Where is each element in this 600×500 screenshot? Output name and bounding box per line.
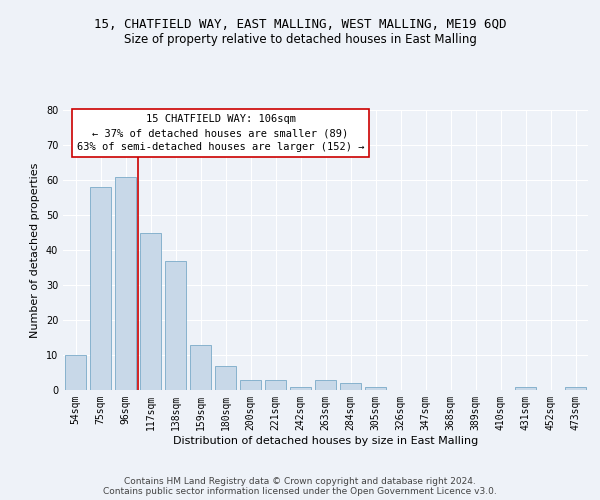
Bar xyxy=(265,380,286,390)
Bar xyxy=(190,344,211,390)
Y-axis label: Number of detached properties: Number of detached properties xyxy=(30,162,40,338)
Bar xyxy=(315,380,336,390)
Bar xyxy=(115,176,136,390)
Bar xyxy=(165,260,186,390)
Text: Contains public sector information licensed under the Open Government Licence v3: Contains public sector information licen… xyxy=(103,487,497,496)
Bar xyxy=(65,355,86,390)
Text: Contains HM Land Registry data © Crown copyright and database right 2024.: Contains HM Land Registry data © Crown c… xyxy=(124,477,476,486)
X-axis label: Distribution of detached houses by size in East Malling: Distribution of detached houses by size … xyxy=(173,436,478,446)
Text: 15 CHATFIELD WAY: 106sqm
← 37% of detached houses are smaller (89)
63% of semi-d: 15 CHATFIELD WAY: 106sqm ← 37% of detach… xyxy=(77,114,364,152)
Bar xyxy=(140,232,161,390)
Bar xyxy=(90,187,111,390)
Bar xyxy=(515,386,536,390)
Bar xyxy=(565,386,586,390)
Bar xyxy=(365,386,386,390)
Bar xyxy=(215,366,236,390)
Text: Size of property relative to detached houses in East Malling: Size of property relative to detached ho… xyxy=(124,32,476,46)
Text: 15, CHATFIELD WAY, EAST MALLING, WEST MALLING, ME19 6QD: 15, CHATFIELD WAY, EAST MALLING, WEST MA… xyxy=(94,18,506,30)
Bar xyxy=(340,383,361,390)
Bar xyxy=(240,380,261,390)
Bar xyxy=(290,386,311,390)
